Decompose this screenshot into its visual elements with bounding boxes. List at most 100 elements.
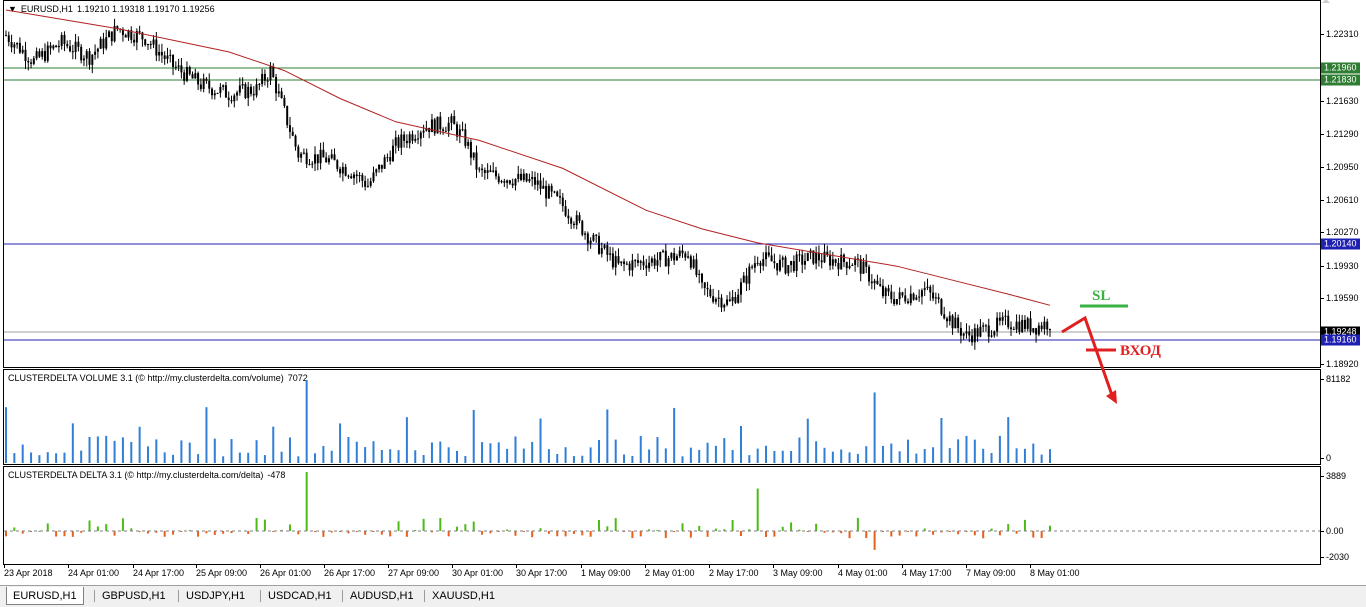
volume-bar <box>773 450 776 463</box>
candle-body <box>66 44 69 47</box>
delta-bar-positive <box>648 529 651 531</box>
volume-bar <box>188 442 191 463</box>
volume-indicator-pane[interactable]: CLUSTERDELTA VOLUME 3.1 (© http://my.clu… <box>3 369 1321 465</box>
candle-body <box>166 55 169 59</box>
delta-bar-positive <box>856 517 859 531</box>
chart-tab[interactable]: GBPUSD,H1 <box>102 590 166 602</box>
candle-body <box>887 288 890 292</box>
candle-body <box>639 261 642 263</box>
delta-bar-positive <box>798 529 801 531</box>
candle-body <box>907 301 910 304</box>
candle-body <box>720 297 723 308</box>
candle-body <box>1037 325 1040 335</box>
candle-body <box>275 77 278 94</box>
volume-bar <box>631 455 634 463</box>
delta-bar-positive <box>305 472 308 531</box>
candle-body <box>478 168 481 170</box>
time-axis[interactable]: 23 Apr 2018 24 Apr 01:00 24 Apr 17:00 25 Ap… <box>0 565 1321 583</box>
candle-body <box>188 66 191 75</box>
volume-bar <box>639 435 642 463</box>
candle-body <box>898 292 901 300</box>
time-label: 2 May 17:00 <box>709 568 759 578</box>
candle-body <box>826 251 829 256</box>
candle-body <box>69 46 72 52</box>
candle-body <box>865 261 868 267</box>
chart-tab[interactable]: XAUUSD,H1 <box>432 590 495 602</box>
chart-menu-arrow-icon[interactable]: ▼ <box>8 4 17 14</box>
delta-bar-positive <box>539 528 542 531</box>
volume-bar <box>430 442 433 463</box>
candle-body <box>450 116 453 123</box>
candle-body <box>378 164 381 170</box>
candle-body <box>973 328 976 343</box>
chart-tab[interactable]: EURUSD,H1 <box>6 587 84 605</box>
candle-body <box>230 100 233 102</box>
candle-body <box>926 286 929 288</box>
price-tick: 1.20270 <box>1320 227 1359 237</box>
delta-bar-negative <box>213 531 216 535</box>
candle-body <box>1046 321 1049 330</box>
candle-body <box>876 280 879 284</box>
volume-bar <box>698 449 701 463</box>
candle-body <box>244 84 247 98</box>
volume-bar <box>105 435 108 463</box>
volume-bar <box>723 438 726 463</box>
time-label: 7 May 09:00 <box>966 568 1016 578</box>
volume-bar <box>138 426 141 463</box>
time-label: 4 May 17:00 <box>902 568 952 578</box>
candle-body <box>141 32 144 40</box>
volume-bar <box>447 447 450 463</box>
delta-bar-negative <box>948 531 951 532</box>
candle-body <box>520 173 523 180</box>
time-label: 26 Apr 17:00 <box>324 568 376 578</box>
candle-body <box>419 132 422 139</box>
candle-body <box>224 85 227 98</box>
candle-body <box>1012 329 1015 331</box>
candle-body <box>358 174 361 177</box>
tab-separator <box>424 590 425 602</box>
candle-body <box>759 262 762 266</box>
chart-tab[interactable]: AUDUSD,H1 <box>350 590 414 602</box>
candle-body <box>130 30 133 40</box>
volume-bar <box>681 456 684 463</box>
chart-tab[interactable]: USDJPY,H1 <box>186 590 246 602</box>
candle-body <box>600 248 603 254</box>
delta-bar-negative <box>639 531 642 537</box>
delta-bar-negative <box>138 531 141 533</box>
delta-indicator-pane[interactable]: CLUSTERDELTA DELTA 3.1 (© http://my.clus… <box>3 466 1321 565</box>
volume-bar <box>297 456 300 463</box>
candle-body <box>968 331 971 336</box>
candle-body <box>108 31 111 38</box>
candle-body <box>993 331 996 336</box>
candle-body <box>1021 319 1024 332</box>
tab-separator <box>260 590 261 602</box>
delta-title: CLUSTERDELTA DELTA 3.1 (© http://my.clus… <box>8 470 289 480</box>
candle-body <box>547 185 550 199</box>
price-axis[interactable]: 1.22310 1.21630 1.21290 1.20950 1.20610 … <box>1320 0 1366 369</box>
price-chart-pane[interactable]: ▼ EURUSD,H1 1.19210 1.19318 1.19170 1.1925… <box>3 0 1321 368</box>
delta-bar-negative <box>840 531 843 534</box>
delta-bar-negative <box>63 531 66 537</box>
volume-bar <box>389 449 392 463</box>
volume-bar <box>664 448 667 463</box>
candle-body <box>185 66 188 81</box>
candle-body <box>280 91 283 98</box>
candle-body <box>238 85 241 93</box>
volume-bar <box>481 442 484 463</box>
volume-bar <box>656 437 659 463</box>
delta-bar-positive <box>255 517 258 531</box>
candle-body <box>222 85 225 87</box>
volume-bar <box>572 456 575 463</box>
volume-tick-zero: 0 <box>1319 453 1332 463</box>
candle-body <box>550 185 553 192</box>
candle-body <box>469 141 472 158</box>
chart-tab[interactable]: USDCAD,H1 <box>268 590 332 602</box>
delta-bar-positive <box>263 519 266 531</box>
candle-body <box>979 326 982 337</box>
candle-body <box>174 66 177 68</box>
delta-bar-negative <box>489 531 492 534</box>
candle-body <box>856 258 859 260</box>
volume-bar <box>556 453 559 463</box>
candle-body <box>433 119 436 134</box>
candle-body <box>862 261 865 274</box>
